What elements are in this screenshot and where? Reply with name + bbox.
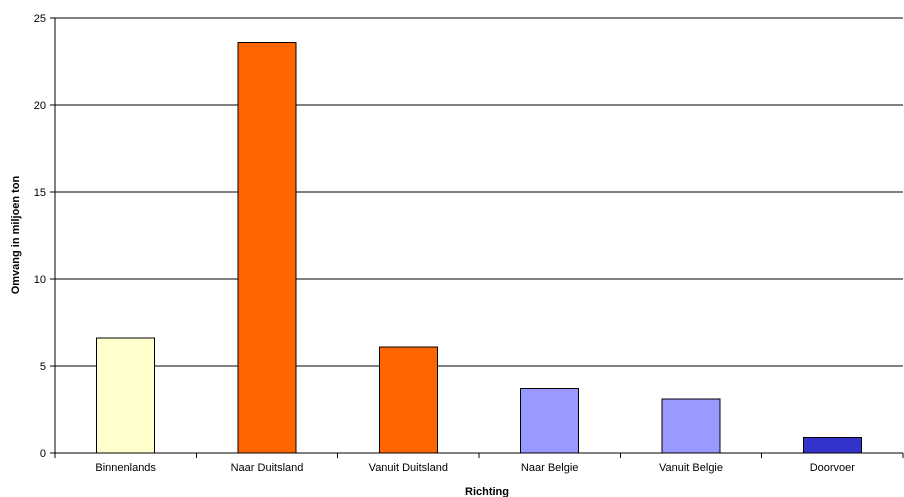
bars	[96, 41, 862, 454]
bar-vanuit-duitsland	[378, 346, 438, 454]
y-tick-label: 20	[34, 100, 46, 112]
x-tick-label: Binnenlands	[95, 462, 156, 474]
x-tick-label: Naar Duitsland	[231, 462, 304, 474]
y-tick-labels: 0 5 10 15 20 25	[34, 13, 46, 460]
gridlines	[55, 17, 903, 367]
bar-naar-duitsland	[237, 41, 297, 454]
x-tick-label: Naar Belgie	[521, 462, 578, 474]
y-tick-label: 25	[34, 13, 46, 25]
bar-vanuit-belgie	[661, 398, 721, 454]
x-tick-label: Doorvoer	[810, 462, 856, 474]
bar-binnenlands	[96, 337, 156, 454]
x-axis-title: Richting	[465, 486, 509, 497]
x-tick-label: Vanuit Duitsland	[369, 462, 448, 474]
x-tick-label: Vanuit Belgie	[659, 462, 723, 474]
y-tick-label: 10	[34, 274, 46, 286]
y-tick-label: 0	[40, 448, 46, 460]
bar-doorvoer	[802, 436, 862, 454]
y-tick-label: 5	[40, 361, 46, 373]
axes	[50, 17, 904, 458]
bar-naar-belgie	[520, 388, 580, 454]
y-axis-title: Omvang in miljoen ton	[10, 175, 22, 294]
y-tick-label: 15	[34, 187, 46, 199]
x-tick-labels: Binnenlands Naar Duitsland Vanuit Duitslan…	[95, 462, 855, 474]
